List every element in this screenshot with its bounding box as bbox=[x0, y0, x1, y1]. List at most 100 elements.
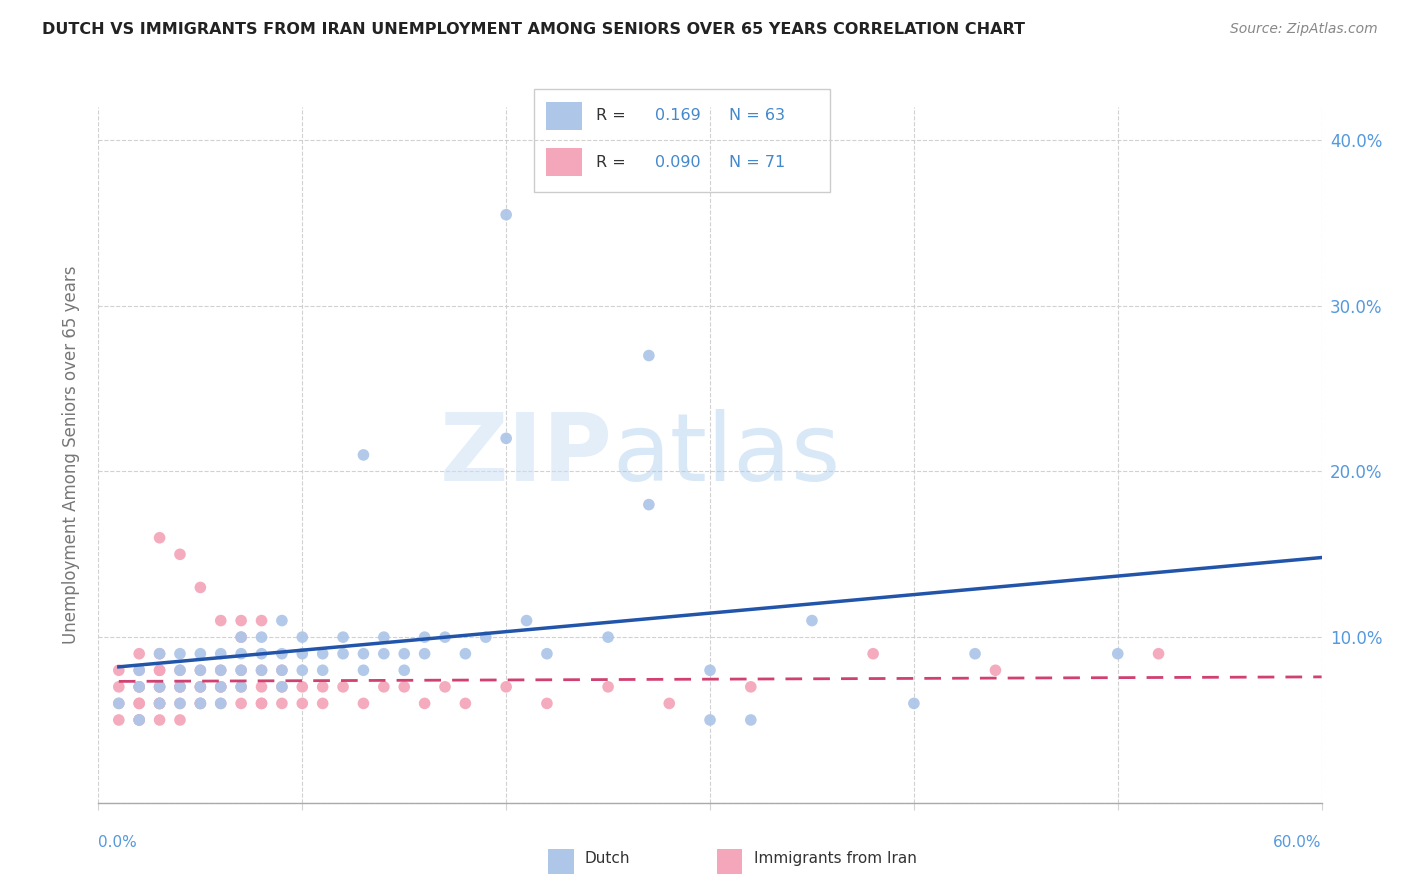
Point bbox=[231, 680, 253, 694]
Point bbox=[149, 531, 172, 545]
Point bbox=[209, 647, 232, 661]
Point bbox=[536, 647, 558, 661]
Point bbox=[169, 713, 191, 727]
Point bbox=[903, 697, 925, 711]
Point bbox=[169, 680, 191, 694]
Text: 0.0%: 0.0% bbox=[98, 836, 138, 850]
Point bbox=[188, 697, 212, 711]
Point bbox=[169, 697, 191, 711]
Point bbox=[108, 713, 131, 727]
Point bbox=[638, 498, 661, 512]
Point bbox=[332, 680, 354, 694]
Point bbox=[209, 697, 232, 711]
Point bbox=[128, 713, 150, 727]
Point bbox=[270, 663, 294, 677]
Point bbox=[149, 663, 172, 677]
Point bbox=[250, 697, 273, 711]
Point bbox=[149, 647, 172, 661]
Point bbox=[699, 663, 721, 677]
Point bbox=[312, 663, 335, 677]
Point bbox=[128, 647, 150, 661]
Point bbox=[128, 713, 150, 727]
Point bbox=[149, 697, 172, 711]
Point bbox=[291, 697, 314, 711]
Point bbox=[128, 713, 150, 727]
Point bbox=[149, 663, 172, 677]
Point bbox=[862, 647, 884, 661]
Point bbox=[434, 680, 457, 694]
Point bbox=[270, 680, 294, 694]
Point bbox=[291, 647, 314, 661]
Point bbox=[413, 630, 436, 644]
Point bbox=[250, 663, 273, 677]
Point bbox=[270, 680, 294, 694]
Point bbox=[598, 630, 620, 644]
Point bbox=[352, 448, 374, 462]
Point bbox=[312, 680, 335, 694]
Point bbox=[332, 647, 354, 661]
Point bbox=[188, 697, 212, 711]
Text: N = 71: N = 71 bbox=[730, 154, 786, 169]
Point bbox=[149, 647, 172, 661]
Point bbox=[149, 697, 172, 711]
Point bbox=[413, 647, 436, 661]
Point bbox=[108, 697, 131, 711]
Point bbox=[149, 680, 172, 694]
Point bbox=[188, 680, 212, 694]
Point bbox=[149, 697, 172, 711]
Point bbox=[740, 680, 762, 694]
Point bbox=[128, 680, 150, 694]
Point bbox=[209, 680, 232, 694]
Point bbox=[188, 697, 212, 711]
Text: R =: R = bbox=[596, 154, 631, 169]
Point bbox=[536, 697, 558, 711]
Point bbox=[270, 647, 294, 661]
Point bbox=[495, 208, 517, 222]
Point bbox=[188, 663, 212, 677]
Point bbox=[270, 697, 294, 711]
Point bbox=[231, 680, 253, 694]
Point bbox=[169, 697, 191, 711]
Text: R =: R = bbox=[596, 108, 631, 123]
Point bbox=[169, 647, 191, 661]
Point bbox=[250, 630, 273, 644]
Point bbox=[352, 663, 374, 677]
Point bbox=[454, 647, 477, 661]
Point bbox=[984, 663, 1007, 677]
Point bbox=[801, 614, 824, 628]
Point bbox=[231, 663, 253, 677]
Point bbox=[128, 680, 150, 694]
Point bbox=[231, 630, 253, 644]
Point bbox=[128, 697, 150, 711]
Point bbox=[352, 697, 374, 711]
Point bbox=[392, 680, 416, 694]
Point bbox=[209, 697, 232, 711]
Point bbox=[128, 680, 150, 694]
Text: 0.090: 0.090 bbox=[655, 154, 702, 169]
Point bbox=[188, 663, 212, 677]
Point bbox=[392, 663, 416, 677]
Point bbox=[108, 680, 131, 694]
Point bbox=[108, 663, 131, 677]
Point bbox=[495, 680, 517, 694]
Point bbox=[128, 663, 150, 677]
Point bbox=[188, 680, 212, 694]
Point bbox=[250, 663, 273, 677]
Point bbox=[169, 547, 191, 561]
Text: 0.169: 0.169 bbox=[655, 108, 702, 123]
Point bbox=[699, 713, 721, 727]
Point bbox=[291, 630, 314, 644]
Point bbox=[474, 630, 498, 644]
Point bbox=[373, 630, 395, 644]
Point bbox=[250, 614, 273, 628]
Point bbox=[312, 647, 335, 661]
Point bbox=[231, 614, 253, 628]
Point bbox=[965, 647, 987, 661]
Point bbox=[516, 614, 538, 628]
Point bbox=[231, 697, 253, 711]
Point bbox=[209, 614, 232, 628]
Point bbox=[149, 680, 172, 694]
Point bbox=[188, 680, 212, 694]
Point bbox=[209, 680, 232, 694]
Point bbox=[209, 680, 232, 694]
